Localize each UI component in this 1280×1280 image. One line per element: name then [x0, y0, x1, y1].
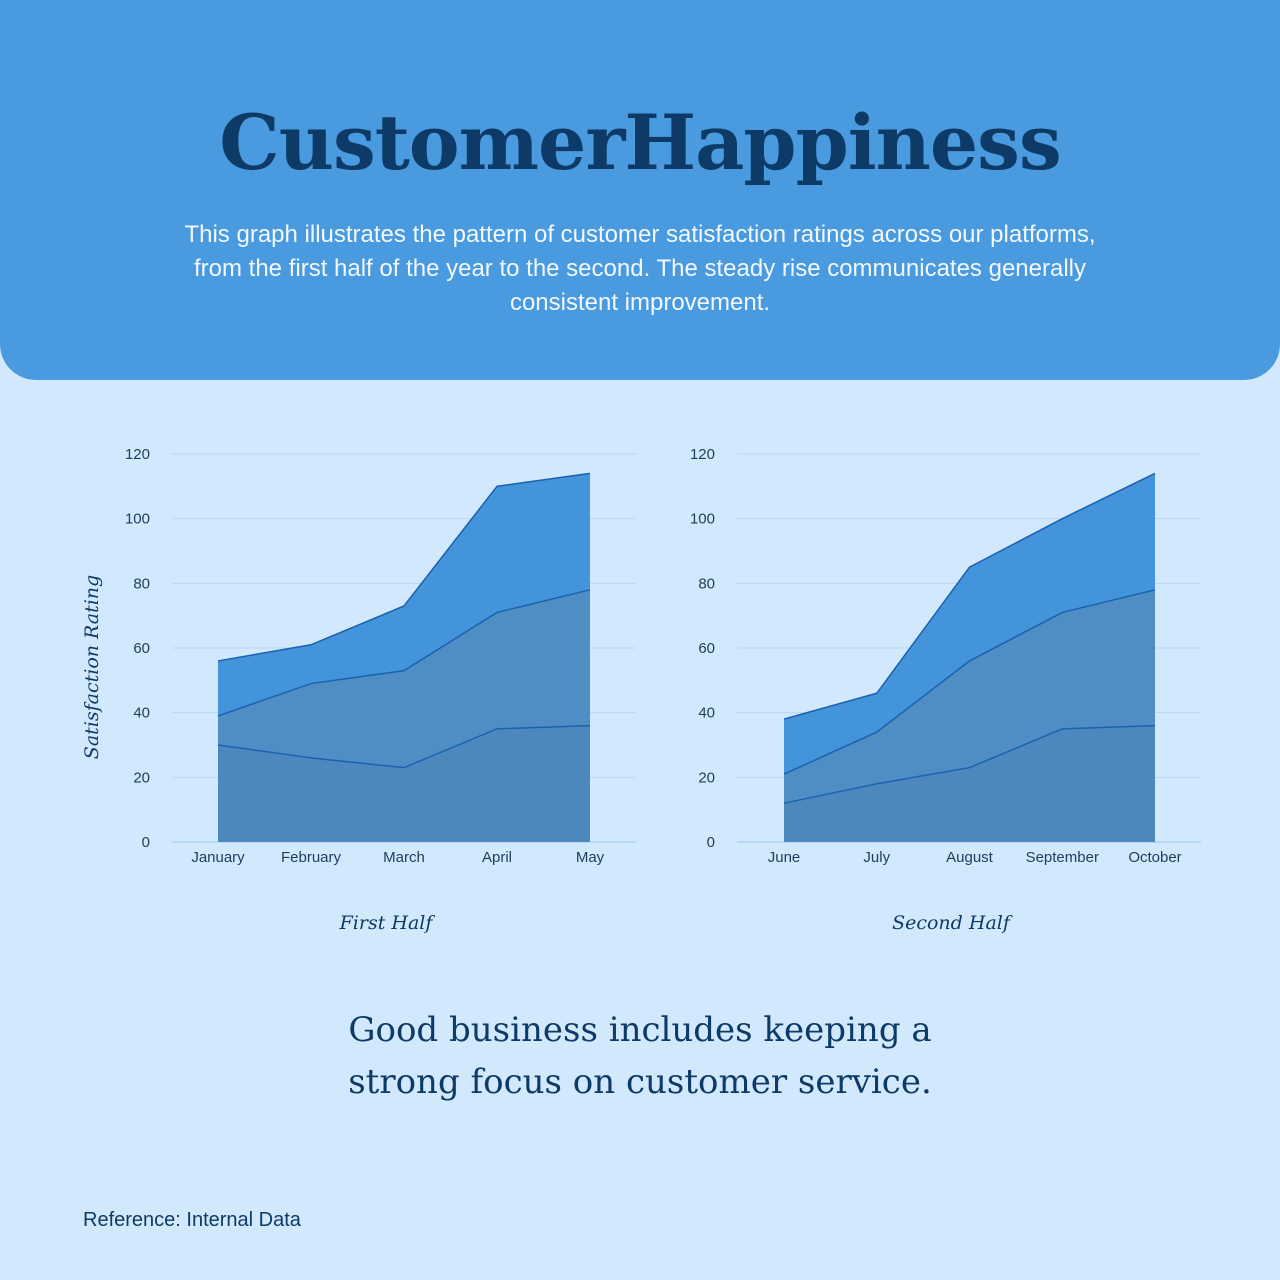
quote: Good business includes keeping a strong … — [348, 1010, 932, 1102]
header-banner: CustomerHappiness This graph illustrates… — [0, 0, 1280, 380]
area-series-3 — [784, 725, 1155, 842]
x-tick-label: June — [768, 849, 801, 866]
x-tick-label: January — [191, 849, 245, 866]
y-tick-label: 80 — [698, 575, 715, 592]
y-tick-label: 0 — [707, 834, 715, 851]
x-tick-label: October — [1128, 849, 1181, 866]
reference: Reference: Internal Data — [83, 1209, 301, 1231]
y-tick-label: 0 — [142, 834, 150, 851]
y-tick-label: 80 — [133, 575, 150, 592]
y-tick-label: 60 — [698, 640, 715, 657]
area-series-3 — [218, 725, 590, 842]
x-tick-label: May — [576, 849, 605, 866]
x-tick-label: February — [281, 849, 342, 866]
y-tick-label: 120 — [125, 446, 150, 463]
x-tick-label: July — [863, 849, 890, 866]
y-axis-label: Satisfaction Rating — [81, 575, 103, 759]
x-tick-label: August — [946, 849, 994, 866]
y-tick-label: 100 — [690, 511, 715, 528]
y-tick-label: 40 — [698, 705, 715, 722]
page-title: CustomerHappiness — [219, 98, 1062, 187]
x-tick-label: September — [1026, 849, 1099, 866]
y-tick-label: 20 — [698, 769, 715, 786]
chart-title: Second Half — [892, 912, 1013, 934]
description: This graph illustrates the pattern of cu… — [184, 221, 1096, 316]
y-tick-label: 60 — [133, 640, 150, 657]
y-tick-label: 20 — [133, 769, 150, 786]
y-tick-label: 120 — [690, 446, 715, 463]
y-tick-label: 40 — [133, 705, 150, 722]
x-tick-label: April — [482, 849, 512, 866]
y-tick-label: 100 — [125, 511, 150, 528]
x-tick-label: March — [383, 849, 425, 866]
chart-title: First Half — [339, 912, 436, 934]
